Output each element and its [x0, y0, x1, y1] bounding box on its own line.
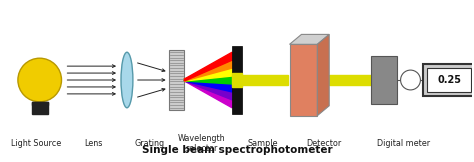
- Text: Detector: Detector: [306, 139, 342, 148]
- Text: Light Source: Light Source: [11, 139, 61, 148]
- Text: Digital meter: Digital meter: [377, 139, 430, 148]
- Bar: [32, 102, 48, 114]
- Bar: [232, 73, 242, 87]
- Text: Wavelength
selector: Wavelength selector: [178, 134, 226, 153]
- Polygon shape: [184, 79, 232, 100]
- Bar: [232, 46, 242, 114]
- Bar: [329, 75, 371, 85]
- Polygon shape: [290, 34, 329, 44]
- Circle shape: [401, 70, 420, 90]
- Text: Lens: Lens: [84, 139, 103, 148]
- Bar: [371, 56, 397, 104]
- Text: Grating: Grating: [135, 139, 165, 148]
- Bar: [169, 50, 184, 110]
- Circle shape: [18, 58, 62, 102]
- Polygon shape: [317, 34, 329, 116]
- Bar: [423, 64, 474, 96]
- Polygon shape: [184, 60, 232, 81]
- Ellipse shape: [121, 52, 133, 108]
- Polygon shape: [184, 68, 232, 81]
- Text: Sample: Sample: [247, 139, 278, 148]
- Text: 0.25: 0.25: [437, 75, 461, 85]
- Bar: [428, 68, 471, 92]
- Bar: [290, 44, 317, 116]
- Bar: [242, 75, 288, 85]
- Polygon shape: [184, 79, 232, 108]
- Polygon shape: [184, 79, 232, 92]
- Polygon shape: [32, 102, 48, 105]
- Polygon shape: [184, 76, 232, 84]
- Text: Single beam spectrophotometer: Single beam spectrophotometer: [142, 145, 332, 155]
- Polygon shape: [184, 52, 232, 81]
